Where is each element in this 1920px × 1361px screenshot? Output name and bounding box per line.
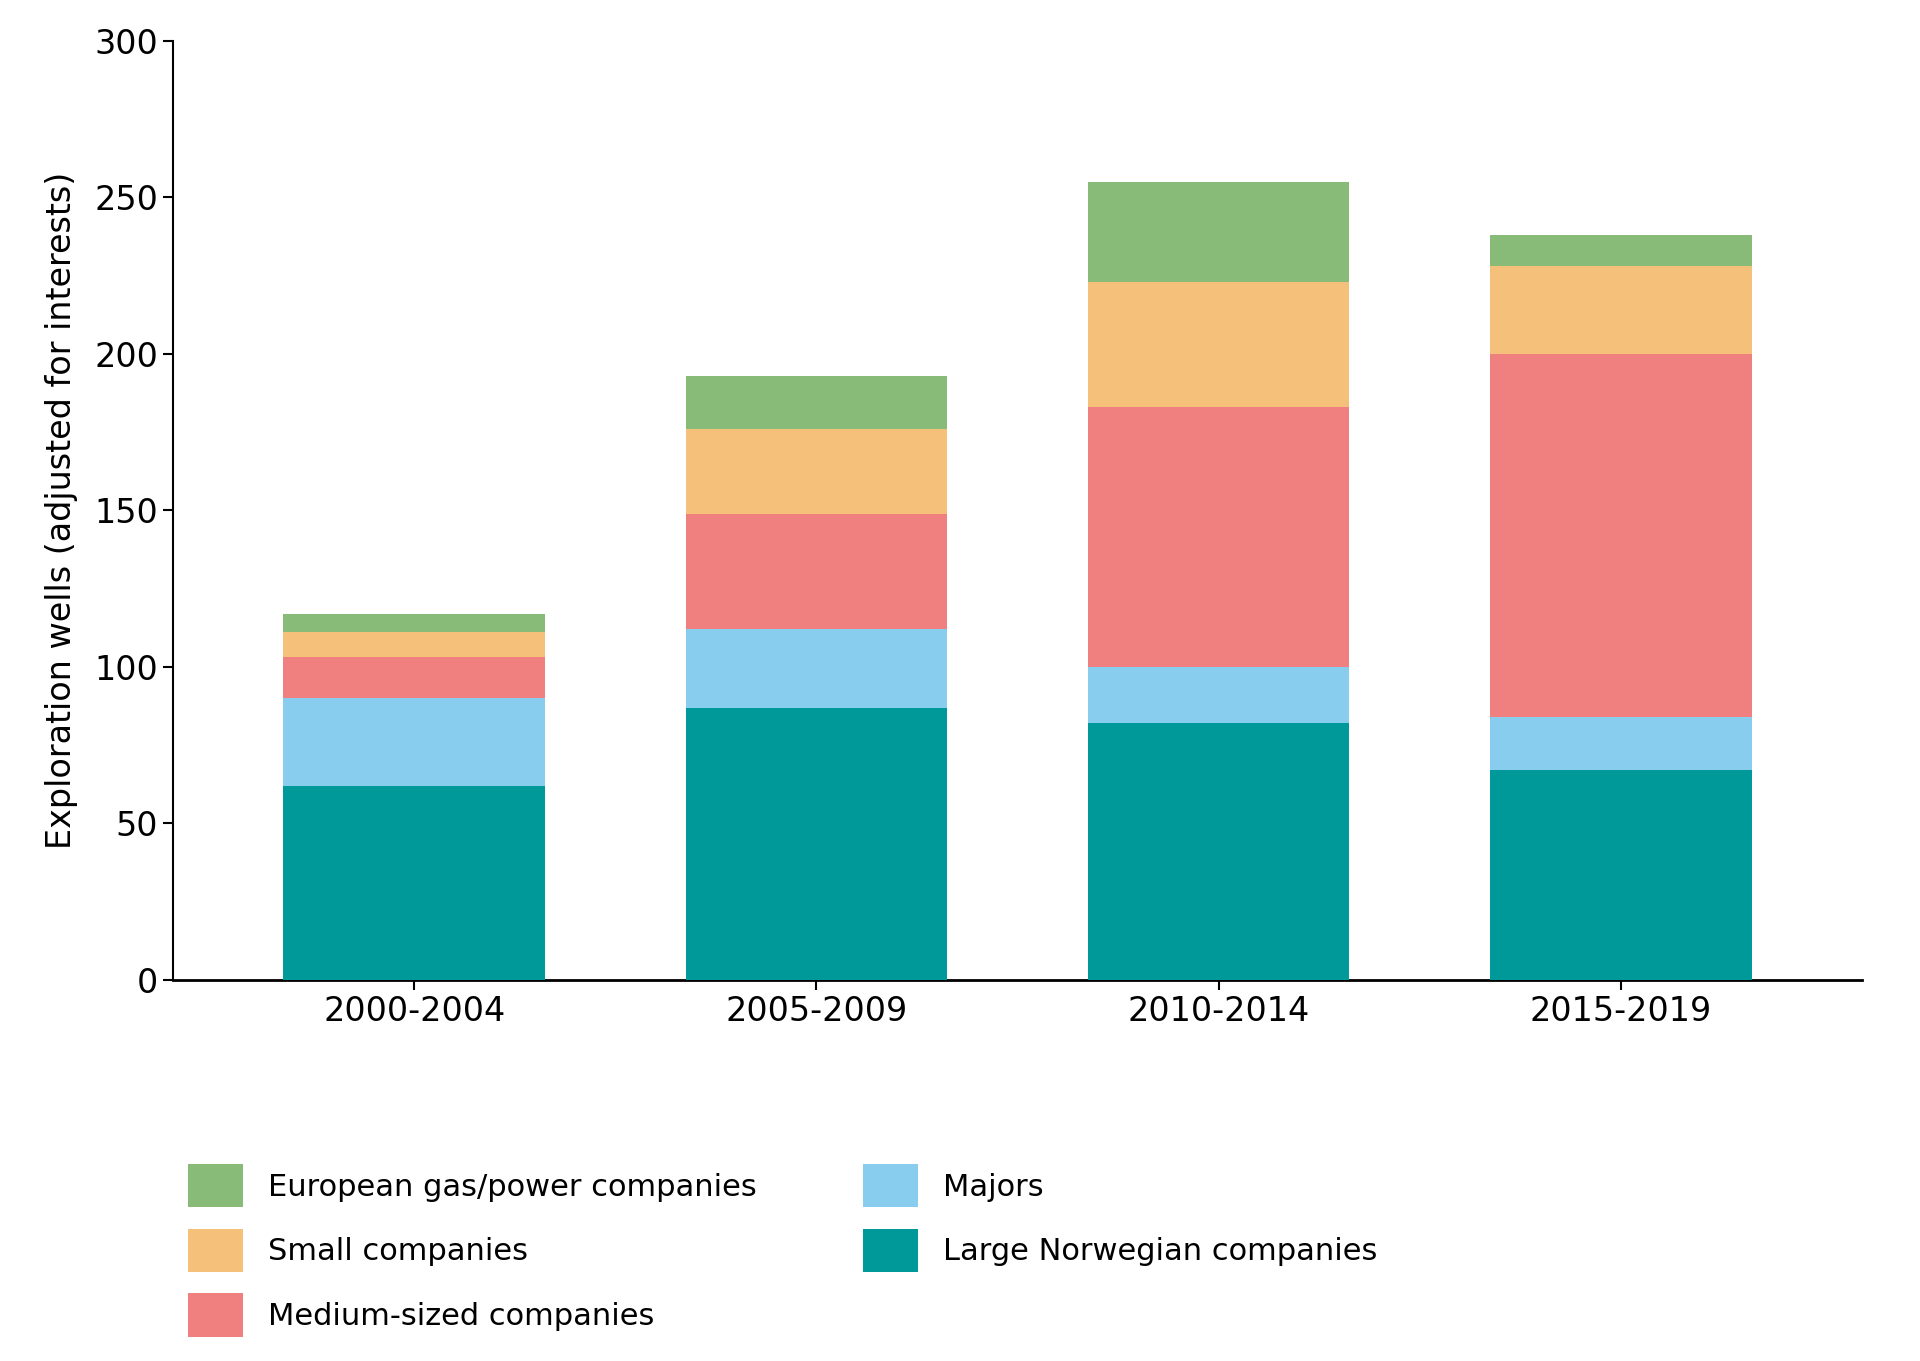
Bar bbox=[685, 376, 947, 429]
Bar bbox=[1490, 354, 1751, 717]
Bar bbox=[1089, 667, 1350, 723]
Bar bbox=[1089, 282, 1350, 407]
Bar bbox=[284, 614, 545, 633]
Bar bbox=[1490, 770, 1751, 980]
Bar bbox=[1089, 181, 1350, 282]
Legend: European gas/power companies, Small companies, Medium-sized companies, Majors, L: European gas/power companies, Small comp… bbox=[188, 1164, 1377, 1337]
Bar bbox=[284, 698, 545, 785]
Bar bbox=[1490, 267, 1751, 354]
Bar bbox=[284, 657, 545, 698]
Bar bbox=[1089, 723, 1350, 980]
Bar bbox=[685, 429, 947, 513]
Bar bbox=[1490, 235, 1751, 267]
Bar bbox=[1089, 407, 1350, 667]
Bar bbox=[685, 629, 947, 708]
Bar bbox=[284, 785, 545, 980]
Bar bbox=[1490, 717, 1751, 770]
Bar bbox=[284, 633, 545, 657]
Bar bbox=[685, 513, 947, 629]
Bar bbox=[685, 708, 947, 980]
Y-axis label: Exploration wells (adjusted for interests): Exploration wells (adjusted for interest… bbox=[44, 171, 77, 849]
